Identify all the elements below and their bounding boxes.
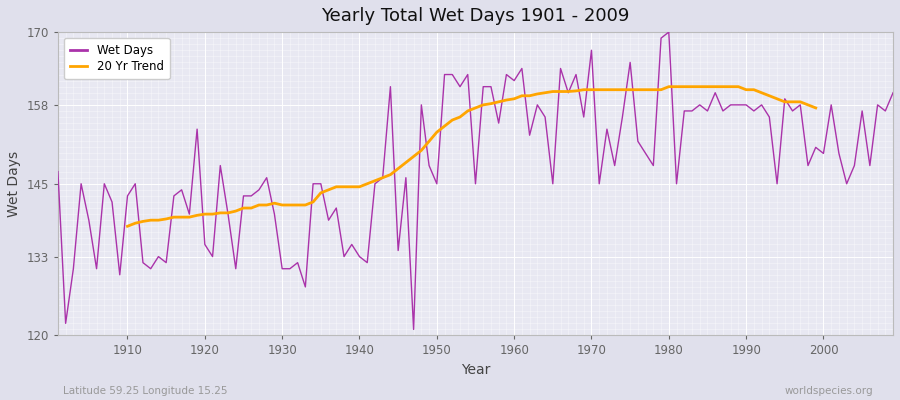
Wet Days xyxy=(508,78,519,83)
20 Yr Trend xyxy=(702,84,713,89)
Y-axis label: Wet Days: Wet Days xyxy=(7,151,21,217)
Legend: Wet Days, 20 Yr Trend: Wet Days, 20 Yr Trend xyxy=(64,38,170,79)
20 Yr Trend xyxy=(215,210,226,215)
20 Yr Trend xyxy=(122,224,133,229)
Wet Days xyxy=(409,327,419,332)
Wet Days xyxy=(517,66,527,71)
20 Yr Trend xyxy=(788,100,798,104)
20 Yr Trend xyxy=(601,87,612,92)
Line: Wet Days: Wet Days xyxy=(58,32,893,330)
20 Yr Trend xyxy=(331,184,342,189)
Text: worldspecies.org: worldspecies.org xyxy=(785,386,873,396)
Wet Days xyxy=(887,90,898,95)
Line: 20 Yr Trend: 20 Yr Trend xyxy=(128,87,815,226)
20 Yr Trend xyxy=(717,84,728,89)
Wet Days xyxy=(609,163,620,168)
Wet Days xyxy=(114,272,125,277)
20 Yr Trend xyxy=(663,84,674,89)
20 Yr Trend xyxy=(810,106,821,110)
Wet Days xyxy=(663,30,674,34)
Wet Days xyxy=(331,206,342,210)
X-axis label: Year: Year xyxy=(461,363,491,377)
Wet Days xyxy=(52,169,63,174)
Wet Days xyxy=(284,266,295,271)
Text: Latitude 59.25 Longitude 15.25: Latitude 59.25 Longitude 15.25 xyxy=(63,386,228,396)
Title: Yearly Total Wet Days 1901 - 2009: Yearly Total Wet Days 1901 - 2009 xyxy=(321,7,630,25)
